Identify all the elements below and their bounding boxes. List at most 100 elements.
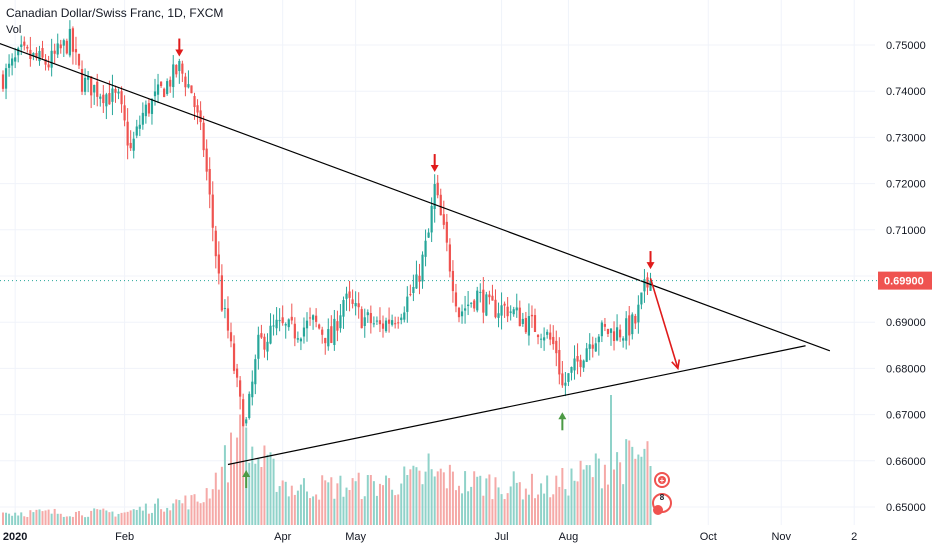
candle-body: [430, 205, 433, 233]
candle-body: [138, 124, 141, 129]
volume-bar: [467, 491, 470, 525]
candle-body: [585, 348, 588, 362]
volume-bar: [488, 474, 491, 525]
volume-bar: [622, 484, 625, 525]
candle-body: [35, 52, 38, 58]
volume-bar: [561, 467, 564, 525]
projection-shaft: [649, 278, 679, 369]
volume-bar: [141, 510, 144, 525]
candle-body: [433, 184, 436, 210]
candle-body: [381, 323, 385, 329]
volume-bar: [643, 448, 646, 525]
volume-bar: [378, 483, 381, 525]
volume-bar: [230, 432, 232, 525]
candle-body: [62, 40, 65, 46]
volume-bar: [646, 441, 649, 525]
candle-body: [579, 359, 582, 368]
volume-bar: [625, 439, 628, 525]
volume-bar: [114, 516, 117, 525]
candle-body: [573, 358, 576, 371]
volume-bar: [242, 417, 245, 525]
candle-body: [357, 303, 360, 308]
candle-body: [269, 325, 272, 344]
candle-body: [634, 315, 637, 324]
volume-bar: [302, 478, 305, 525]
volume-bar: [400, 483, 403, 525]
candle-body: [533, 315, 537, 333]
volume-bar: [184, 495, 187, 525]
price-tick-label: 0.66000: [886, 456, 926, 468]
candle-body: [470, 302, 473, 304]
candle-body: [53, 50, 56, 54]
candle-body: [7, 63, 11, 68]
volume-bar: [68, 516, 71, 525]
volume-bar: [99, 509, 102, 525]
price-axis: 0.75000 0.74000 0.73000 0.72000 0.71000 0.690…: [886, 40, 926, 514]
volume-bar: [23, 516, 26, 525]
candle-body: [473, 300, 476, 309]
volume-bar: [309, 498, 312, 525]
candle-body: [260, 333, 263, 338]
candle-body: [497, 313, 500, 318]
volume-bar: [527, 494, 530, 525]
volume-bar: [193, 494, 196, 525]
candle-body: [77, 53, 81, 66]
candle-body: [123, 105, 126, 121]
candle-body: [290, 316, 293, 321]
candle-body: [336, 321, 339, 331]
volume-bar: [108, 512, 111, 525]
candle-body: [394, 323, 397, 325]
volume-bar: [50, 513, 53, 525]
candle-body: [448, 244, 451, 272]
candle-body: [576, 356, 579, 362]
volume-bar: [147, 513, 150, 525]
candle-body: [524, 317, 527, 333]
candle-body: [503, 303, 506, 306]
volume-bar: [521, 499, 524, 525]
volume-bar: [53, 508, 56, 525]
candle-body: [603, 324, 607, 327]
candle-body: [47, 64, 50, 68]
candle-body: [330, 326, 333, 343]
volume-bar: [570, 468, 573, 525]
candle-body: [135, 126, 138, 136]
volume-bar: [649, 466, 652, 525]
candle-body: [172, 64, 175, 88]
candle-body: [105, 94, 108, 107]
volume-bar: [476, 476, 479, 525]
candle-body: [263, 336, 266, 350]
candle-body: [460, 311, 464, 317]
candle-body: [245, 419, 248, 424]
volume-bar: [564, 489, 567, 525]
candle-body: [126, 121, 129, 146]
volume-bar: [506, 493, 509, 525]
volume-bar: [330, 477, 333, 525]
volume-bar: [628, 440, 631, 525]
price-tick-label: 0.74000: [886, 86, 926, 98]
badge-label: 8: [660, 493, 665, 502]
volume-bar: [160, 509, 163, 525]
candle-body: [196, 105, 199, 113]
projection-arrow-icon: [649, 278, 681, 371]
volume-bar: [591, 477, 594, 525]
volume-bar: [59, 513, 62, 525]
volume-bar: [35, 509, 38, 525]
candle-body: [217, 254, 220, 274]
volume-bar: [558, 486, 561, 525]
volume-bar: [503, 499, 506, 525]
candle-body: [153, 91, 157, 97]
arrow-head: [558, 412, 567, 420]
candle-body: [360, 309, 363, 329]
candle-body: [518, 307, 521, 327]
candle-body: [50, 50, 53, 68]
volume-bar: [354, 481, 357, 525]
volume-bar: [582, 469, 585, 525]
volume-bar: [430, 469, 433, 525]
volume-bar: [123, 512, 126, 525]
candle-body: [546, 331, 549, 335]
time-tick-label: Nov: [771, 531, 791, 543]
candle-body: [278, 320, 281, 322]
volume-bar: [394, 495, 397, 525]
